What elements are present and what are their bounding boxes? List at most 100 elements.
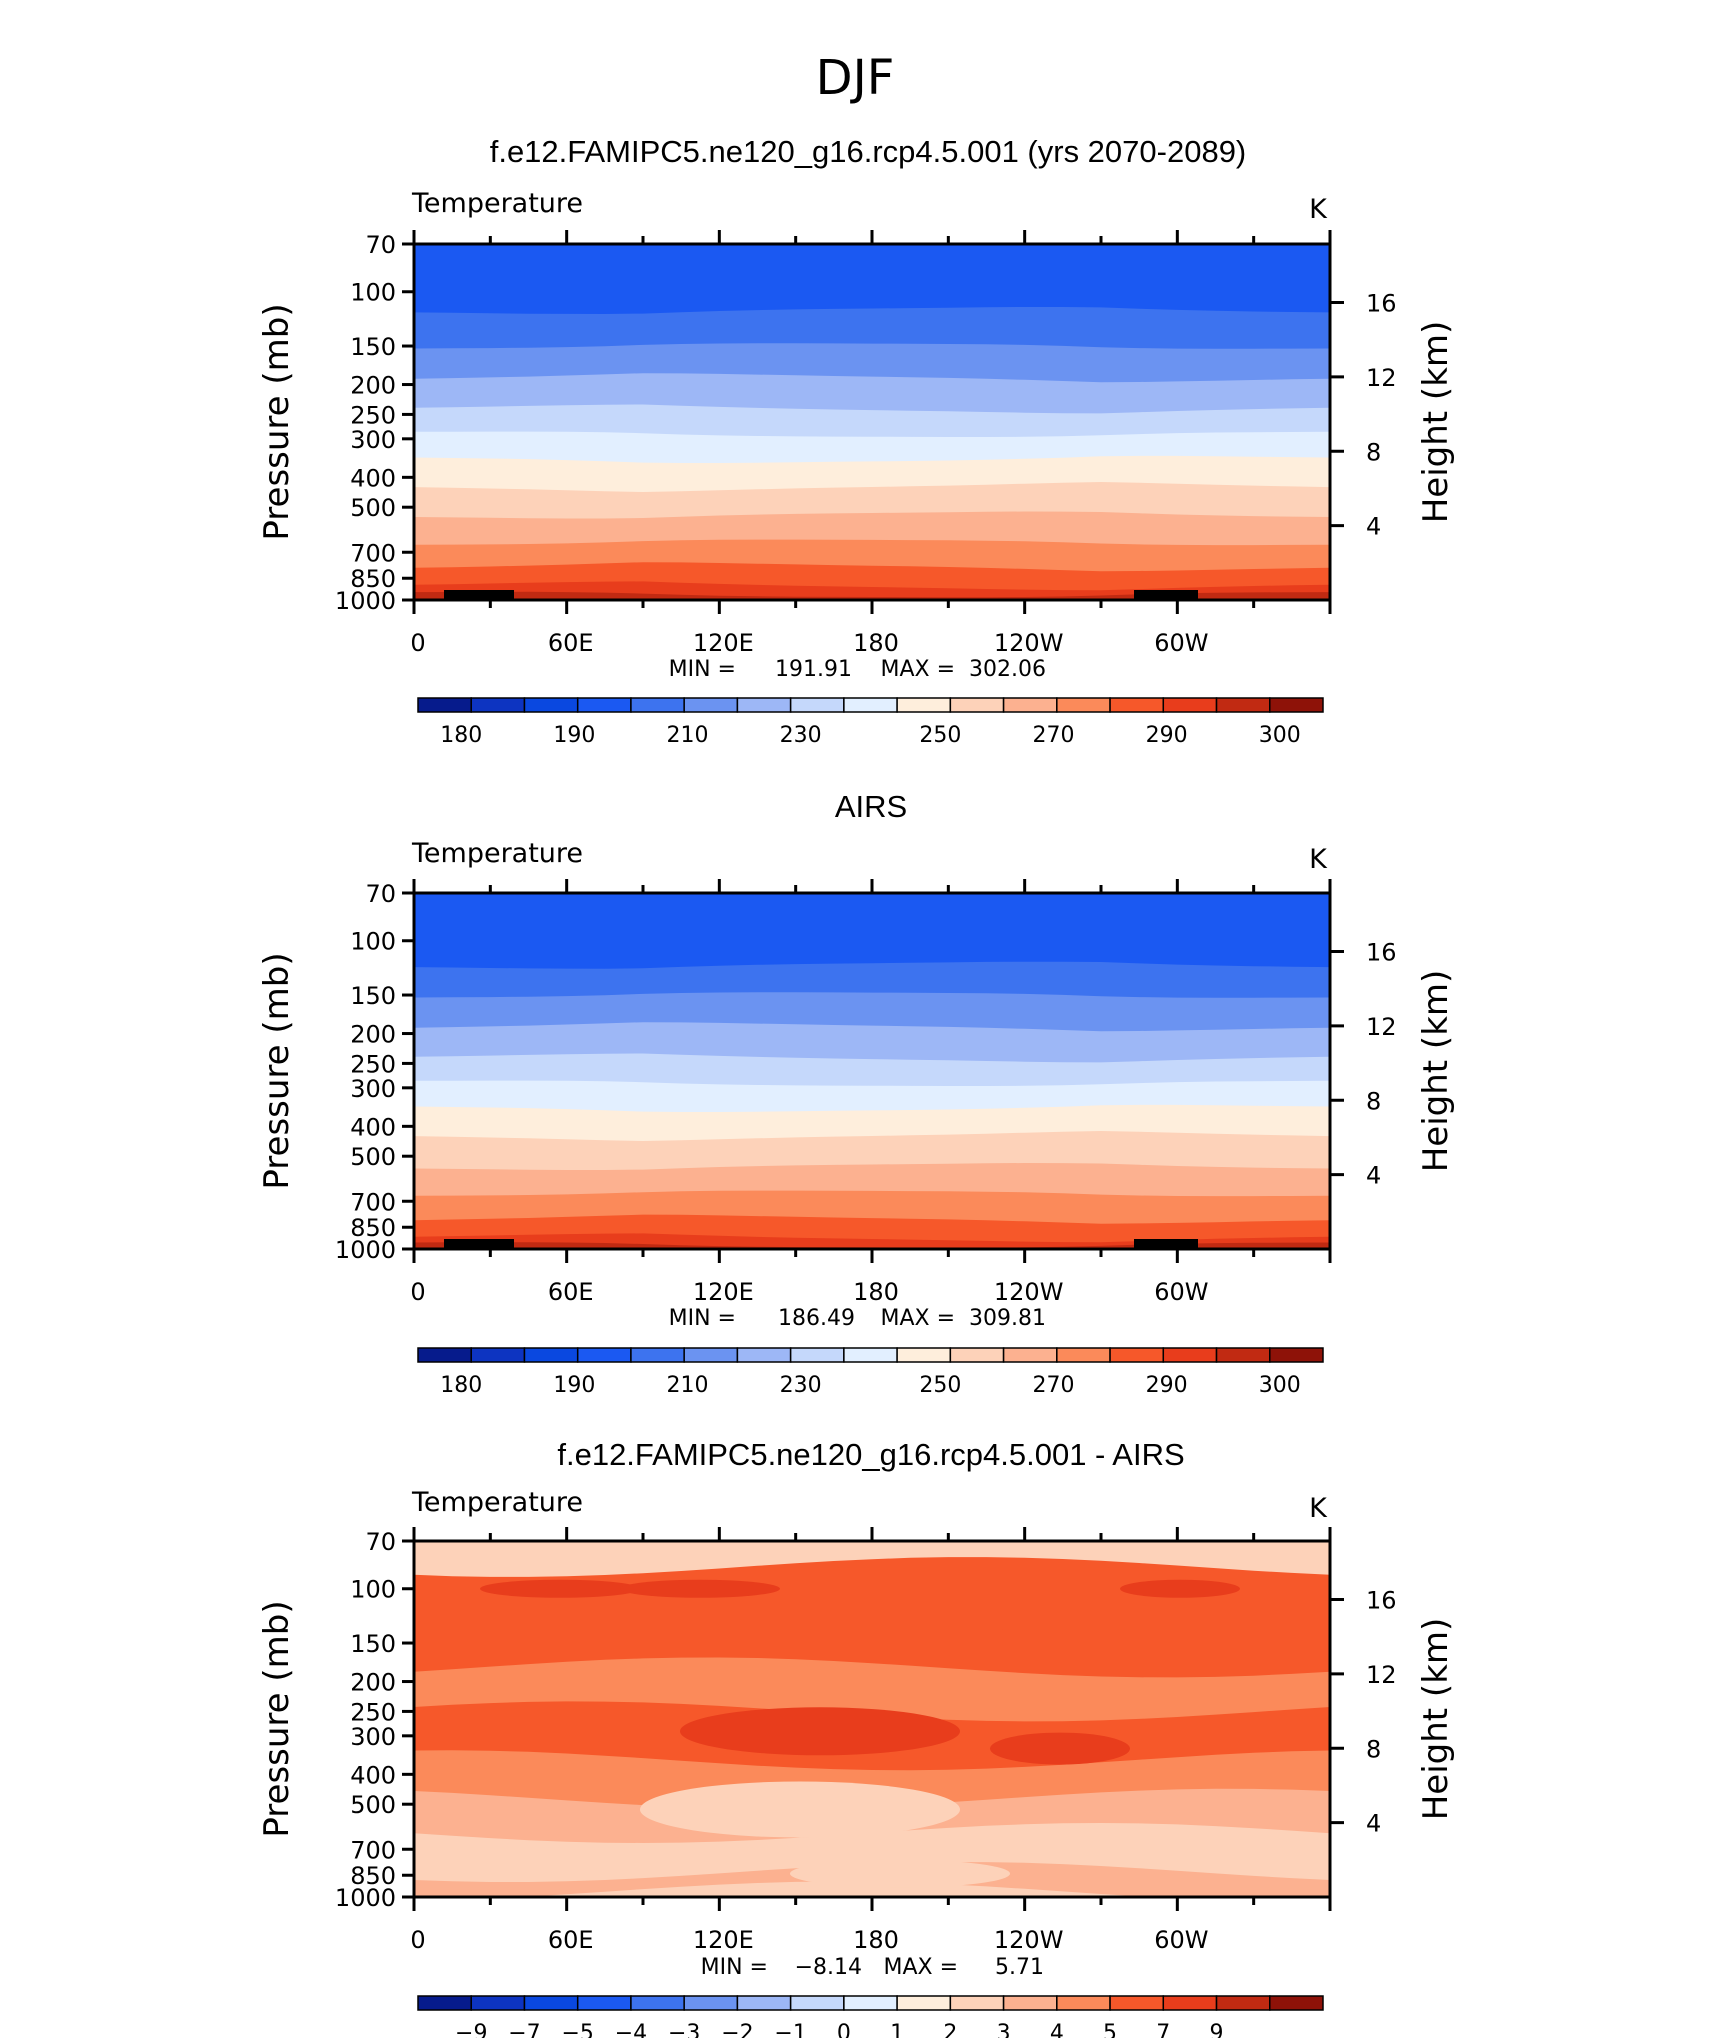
longitude-tick-label: 0 [410,1926,425,1954]
colorbar-swatch [1109,1995,1165,2011]
colorbar-swatch [630,1347,685,1363]
contour-band [414,591,1330,600]
y-axis-right-title: Height (km) [1416,321,1456,524]
colorbar: 180 190 210 230 250 270 290 300 [417,697,1324,748]
colorbar-swatch [470,1347,526,1363]
panel-difference: f.e12.FAMIPC5.ne120_g16.rcp4.5.001 - AIR… [257,1437,1456,2038]
contour-lobe [640,1781,960,1838]
colorbar-swatch [576,1995,632,2011]
colorbar-label: −1 [774,2021,806,2038]
max-label: MAX = [880,657,955,682]
colorbar-swatch [523,697,579,713]
height-tick-label: 16 [1366,1587,1397,1615]
colorbar-label: 300 [1259,723,1301,748]
pressure-tick-label: 400 [350,1113,396,1141]
colorbar-swatch [949,1995,1005,2011]
colorbar-swatch [576,1347,632,1363]
figure-title: DJF [816,50,895,106]
stats-line: MIN = 191.91 MAX = 302.06 [669,657,1046,682]
colorbar-swatch [470,1995,526,2011]
pressure-tick-label: 850 [350,1862,396,1890]
contour-lobe [620,1579,780,1598]
variable-label: Temperature [411,1487,583,1518]
colorbar-label: 7 [1156,2021,1170,2038]
colorbar-label: 210 [667,723,709,748]
max-value: 309.81 [969,1306,1046,1331]
pressure-tick-label: 70 [365,231,396,259]
contour-lobe [790,1859,1010,1888]
longitude-tick-label: 180 [853,629,899,657]
colorbar-label: 180 [440,1373,482,1398]
height-tick-label: 12 [1366,364,1397,392]
colorbar-swatch [896,697,952,713]
longitude-tick-label: 60W [1154,629,1208,657]
colorbar-label: 190 [553,723,595,748]
min-value: −8.14 [795,1955,862,1980]
topography [1134,590,1198,600]
longitude-tick-label: 60E [548,1278,594,1306]
colorbar-label: 230 [780,723,822,748]
colorbar-label: 190 [553,1373,595,1398]
longitude-axis: 0 60E 120E 180 120W 60W [410,1527,1332,1954]
colorbar-label: 290 [1146,723,1188,748]
colorbar-swatch [949,1347,1005,1363]
colorbar: 180 190 210 230 250 270 290 300 [417,1347,1324,1398]
longitude-axis: 0 60E 120E 180 120W 60W [410,230,1332,657]
colorbar-swatch [1109,697,1165,713]
height-axis: 16 12 8 4 [1330,290,1397,541]
contour-field [414,893,1330,1249]
topography [444,1239,514,1249]
pressure-tick-label: 1000 [335,1236,396,1264]
colorbar-label: 180 [440,723,482,748]
colorbar-swatch [1215,1347,1271,1363]
height-tick-label: 8 [1366,1735,1381,1763]
pressure-tick-label: 700 [350,1188,396,1216]
min-label: MIN = [669,1306,736,1331]
height-axis: 16 12 8 4 [1330,1587,1397,1838]
panel-observation: AIRS Temperature K 701001502002503004005… [257,789,1456,1398]
colorbar-label: 0 [837,2021,851,2038]
units-label: K [1309,844,1328,875]
colorbar-swatch [417,1995,472,2011]
stats-line: MIN = 186.49 MAX = 309.81 [669,1306,1046,1331]
pressure-tick-label: 100 [350,279,396,307]
pressure-tick-label: 1000 [335,587,396,615]
colorbar-label: 250 [919,723,961,748]
colorbar-swatch [843,1347,898,1363]
pressure-tick-label: 500 [350,494,396,522]
pressure-tick-label: 250 [350,401,396,429]
contour-lobe [990,1732,1130,1765]
colorbar-label: −4 [615,2021,647,2038]
y-axis-title: Pressure (mb) [257,1600,297,1837]
pressure-tick-label: 200 [350,1021,396,1049]
pressure-tick-label: 300 [350,1075,396,1103]
colorbar-label: −2 [721,2021,753,2038]
colorbar-label: 1 [890,2021,904,2038]
pressure-tick-label: 150 [350,982,396,1010]
colorbar-label: 250 [919,1373,961,1398]
colorbar-swatch [1215,697,1271,713]
colorbar-swatch [896,1347,952,1363]
colorbar-swatch [1002,697,1058,713]
pressure-tick-label: 200 [350,1669,396,1697]
colorbar-swatch [789,697,845,713]
topography [1134,1239,1198,1249]
min-label: MIN = [669,657,736,682]
pressure-tick-label: 100 [350,928,396,956]
longitude-tick-label: 60E [548,629,594,657]
pressure-tick-label: 850 [350,565,396,593]
pressure-tick-label: 150 [350,1630,396,1658]
longitude-tick-label: 180 [853,1278,899,1306]
pressure-tick-label: 850 [350,1214,396,1242]
colorbar-label: 210 [667,1373,709,1398]
colorbar-swatch [683,697,739,713]
colorbar-swatch [1269,1995,1324,2011]
units-label: K [1309,194,1328,225]
contour-lobe [680,1707,960,1756]
pressure-tick-label: 250 [350,1050,396,1078]
panel-title: f.e12.FAMIPC5.ne120_g16.rcp4.5.001 - AIR… [557,1437,1184,1472]
colorbar-label: 5 [1103,2021,1117,2038]
pressure-tick-label: 250 [350,1698,396,1726]
height-tick-label: 4 [1366,513,1381,541]
pressure-tick-label: 70 [365,1528,396,1556]
